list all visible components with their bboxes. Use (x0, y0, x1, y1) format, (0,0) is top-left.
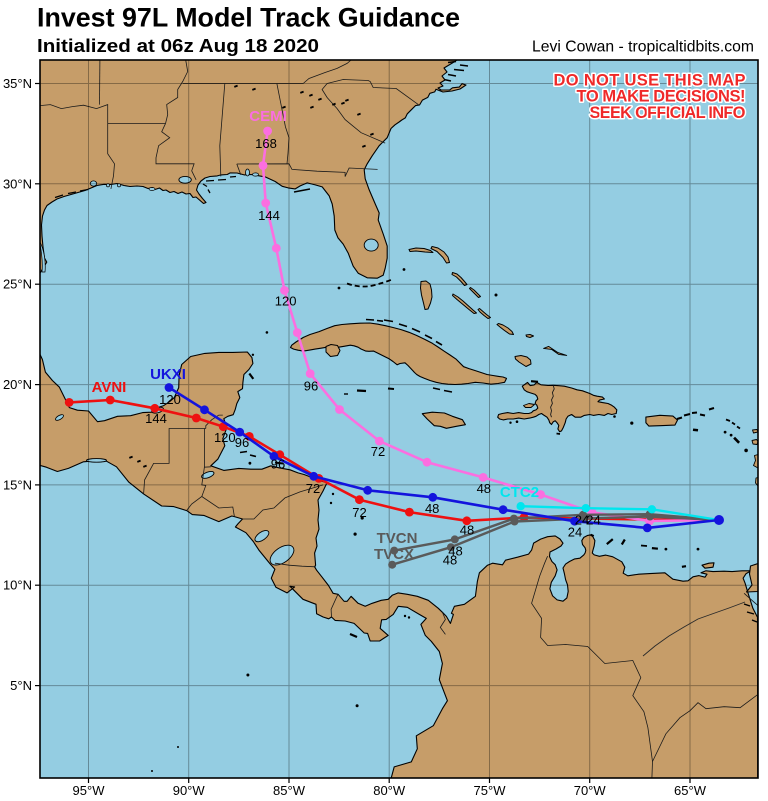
svg-text:72: 72 (306, 481, 320, 496)
svg-text:24: 24 (575, 513, 589, 528)
svg-text:Initialized at 06z Aug 18 2020: Initialized at 06z Aug 18 2020 (37, 35, 319, 56)
svg-text:TO MAKE DECISIONS!: TO MAKE DECISIONS! (577, 88, 746, 106)
svg-text:120: 120 (159, 392, 181, 407)
svg-text:UKXI: UKXI (150, 366, 186, 383)
svg-text:75°W: 75°W (474, 783, 507, 798)
svg-text:AVNI: AVNI (92, 379, 127, 396)
svg-text:144: 144 (258, 208, 280, 223)
svg-text:90°W: 90°W (173, 783, 206, 798)
svg-text:96: 96 (235, 435, 249, 450)
svg-text:48: 48 (425, 501, 439, 516)
svg-text:48: 48 (448, 544, 462, 559)
svg-text:Invest 97L Model Track Guidanc: Invest 97L Model Track Guidance (37, 3, 460, 33)
svg-text:168: 168 (255, 136, 277, 151)
svg-text:CEMI: CEMI (249, 108, 287, 125)
svg-text:TVCN: TVCN (377, 530, 418, 547)
svg-text:24: 24 (586, 513, 600, 528)
svg-text:96: 96 (304, 379, 318, 394)
svg-text:24: 24 (568, 525, 582, 540)
svg-text:48: 48 (477, 481, 491, 496)
svg-text:TVCX: TVCX (374, 546, 414, 563)
svg-text:48: 48 (443, 553, 457, 568)
svg-text:95°W: 95°W (73, 783, 106, 798)
svg-text:SEEK OFFICIAL INFO: SEEK OFFICIAL INFO (590, 104, 746, 122)
svg-text:72: 72 (352, 505, 366, 520)
svg-text:80°W: 80°W (373, 783, 406, 798)
svg-text:120: 120 (275, 294, 297, 309)
svg-text:120: 120 (214, 430, 236, 445)
svg-text:10°N: 10°N (3, 578, 32, 593)
svg-text:15°N: 15°N (3, 477, 32, 492)
svg-text:20°N: 20°N (3, 377, 32, 392)
svg-text:Levi Cowan - tropicaltidbits.c: Levi Cowan - tropicaltidbits.com (532, 39, 754, 56)
svg-text:CTC2: CTC2 (500, 484, 539, 501)
svg-text:70°W: 70°W (574, 783, 607, 798)
svg-text:35°N: 35°N (3, 76, 32, 91)
svg-text:85°W: 85°W (273, 783, 306, 798)
svg-text:65°W: 65°W (674, 783, 707, 798)
svg-text:96: 96 (271, 456, 285, 471)
svg-text:25°N: 25°N (3, 277, 32, 292)
svg-text:5°N: 5°N (10, 678, 32, 693)
svg-text:30°N: 30°N (3, 176, 32, 191)
svg-text:72: 72 (371, 444, 385, 459)
svg-text:48: 48 (460, 523, 474, 538)
svg-text:144: 144 (145, 411, 167, 426)
svg-text:DO NOT USE THIS MAP: DO NOT USE THIS MAP (554, 71, 746, 89)
